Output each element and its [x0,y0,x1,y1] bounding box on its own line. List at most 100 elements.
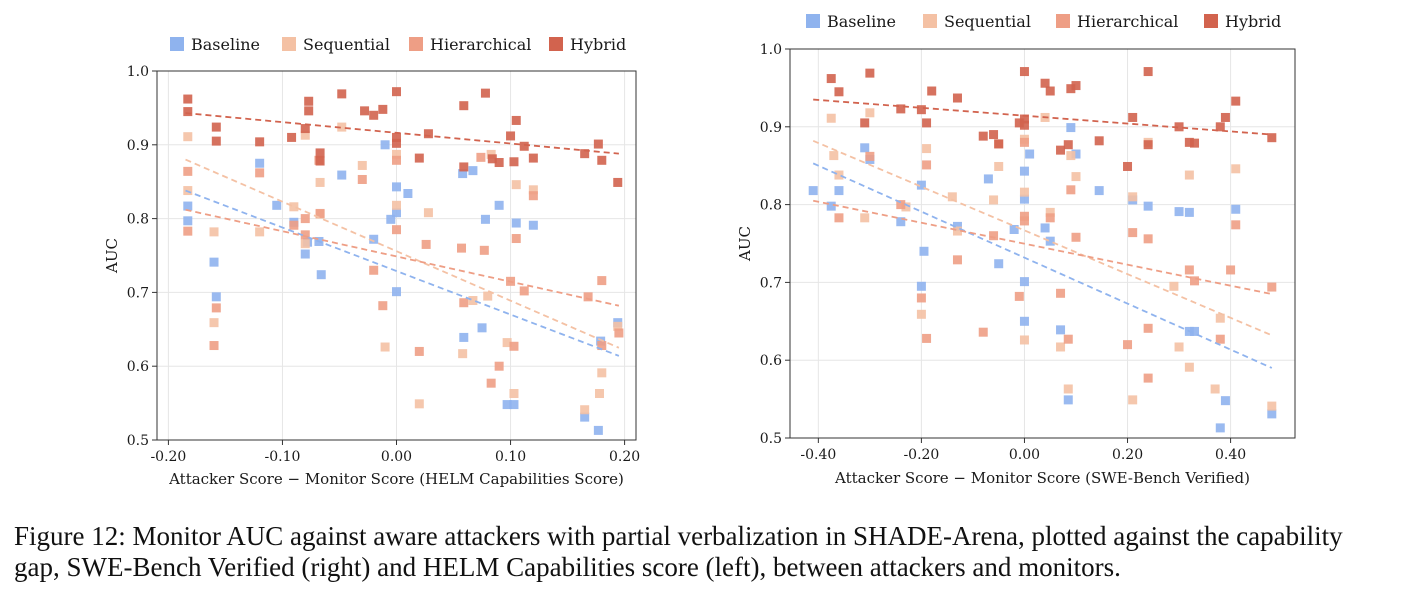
data-point-hybrid [994,139,1004,149]
data-point-baseline [808,186,818,196]
data-point-baseline [952,221,962,231]
data-point-hybrid [494,158,504,168]
data-point-hierarchical [357,174,367,184]
data-point-baseline [1143,201,1153,211]
data-point-hierarchical [1215,334,1225,344]
data-point-hybrid [392,87,401,97]
data-point-hybrid [597,155,607,165]
data-point-sequential [183,132,193,142]
data-point-hierarchical [1143,323,1153,333]
legend-swatch-baseline [170,37,184,51]
y-tick-label: 0.6 [760,353,782,369]
data-point-hybrid [211,136,221,146]
data-point-hierarchical [519,286,529,296]
legend-label-hierarchical: Hierarchical [430,35,531,54]
data-point-hierarchical [614,328,624,338]
legend-label-sequential: Sequential [303,35,390,54]
data-point-baseline [403,189,413,199]
trendline-hierarchical [185,208,620,307]
data-point-baseline [580,412,590,422]
data-point-hybrid [1267,133,1277,143]
data-point-baseline [1063,395,1073,405]
data-point-baseline [255,158,265,168]
data-point-sequential [922,144,932,154]
data-point-baseline [477,323,487,333]
trendline-hierarchical [813,199,1272,295]
data-point-baseline [480,214,490,224]
data-point-hybrid [1215,122,1225,132]
data-point-sequential [209,318,219,328]
legend-swatch-hybrid [549,37,563,51]
data-point-sequential [502,338,512,348]
data-point-baseline [1220,396,1230,406]
legend-label-baseline: Baseline [827,12,896,31]
data-point-hierarchical [1267,282,1277,292]
data-point-hybrid [1014,118,1024,128]
data-point-hybrid [211,122,221,132]
data-point-hierarchical [922,160,932,170]
x-tick-label: 0.20 [609,449,640,465]
data-point-hierarchical [459,298,469,308]
data-point-sequential [1210,384,1220,394]
data-point-hybrid [1128,112,1138,122]
data-point-baseline [1009,224,1019,234]
data-point-hierarchical [183,226,193,236]
data-point-hierarchical [255,168,265,178]
legend-swatch-sequential [282,37,296,51]
data-point-hierarchical [916,293,926,303]
data-point-sequential [511,180,521,190]
data-point-sequential [1019,335,1029,345]
data-point-hierarchical [392,155,401,165]
data-point-baseline [511,218,521,228]
legend-swatch-hierarchical [409,37,423,51]
data-point-hybrid [506,131,516,141]
data-point-baseline [1019,316,1029,326]
data-point-baseline [337,170,347,180]
legend-swatch-baseline [806,14,820,28]
data-point-hybrid [459,162,469,172]
data-point-hybrid [509,157,519,167]
data-point-hybrid [487,154,497,164]
data-point-baseline [528,220,538,230]
data-point-hierarchical [1063,334,1073,344]
data-point-sequential [357,160,367,170]
data-point-sequential [458,349,468,359]
x-tick-label: -0.20 [150,449,186,465]
y-tick-label: 0.8 [760,198,782,214]
data-point-baseline [211,292,221,302]
data-point-baseline [272,200,282,210]
series-sequential [183,122,623,415]
y-tick-label: 0.5 [760,431,782,447]
data-point-hybrid [511,115,521,125]
series-hybrid [183,87,623,187]
figure-12-chart: -0.20 -0.10 0.00 0.10 0.20 0.5 0.6 0.7 0.8 0.9 1.0… [103,12,1296,488]
data-point-baseline [983,174,993,184]
data-point-hybrid [1019,67,1029,77]
data-point-hybrid [255,137,265,147]
data-point-hybrid [896,104,906,114]
data-point-hybrid [1063,140,1073,150]
data-point-sequential [468,296,478,306]
data-point-baseline [459,332,469,342]
data-point-sequential [315,177,325,187]
chart-panel-right: -0.40 -0.20 0.00 0.20 0.40 0.5 0.6 0.7 0.8 0.9 1.0… [736,12,1296,487]
trendline-sequential [812,139,1273,337]
data-point-baseline [593,425,603,435]
data-point-sequential [1063,384,1073,394]
series-hybrid [826,67,1277,171]
data-point-hierarchical [597,341,607,351]
x-tick-label: -0.20 [903,447,939,463]
trendline-baseline [185,189,620,357]
data-point-hierarchical [952,255,962,265]
data-point-hierarchical [1045,213,1055,223]
y-axis-label: AUC [103,238,121,274]
data-point-baseline [1019,194,1029,204]
legend-label-sequential: Sequential [944,12,1031,31]
data-point-hybrid [1190,138,1200,148]
data-point-hybrid [580,149,590,159]
data-point-hierarchical [1143,373,1153,383]
data-point-sequential [860,213,870,223]
data-point-baseline [386,214,396,224]
data-point-hybrid [304,106,314,116]
data-point-baseline [494,200,504,210]
